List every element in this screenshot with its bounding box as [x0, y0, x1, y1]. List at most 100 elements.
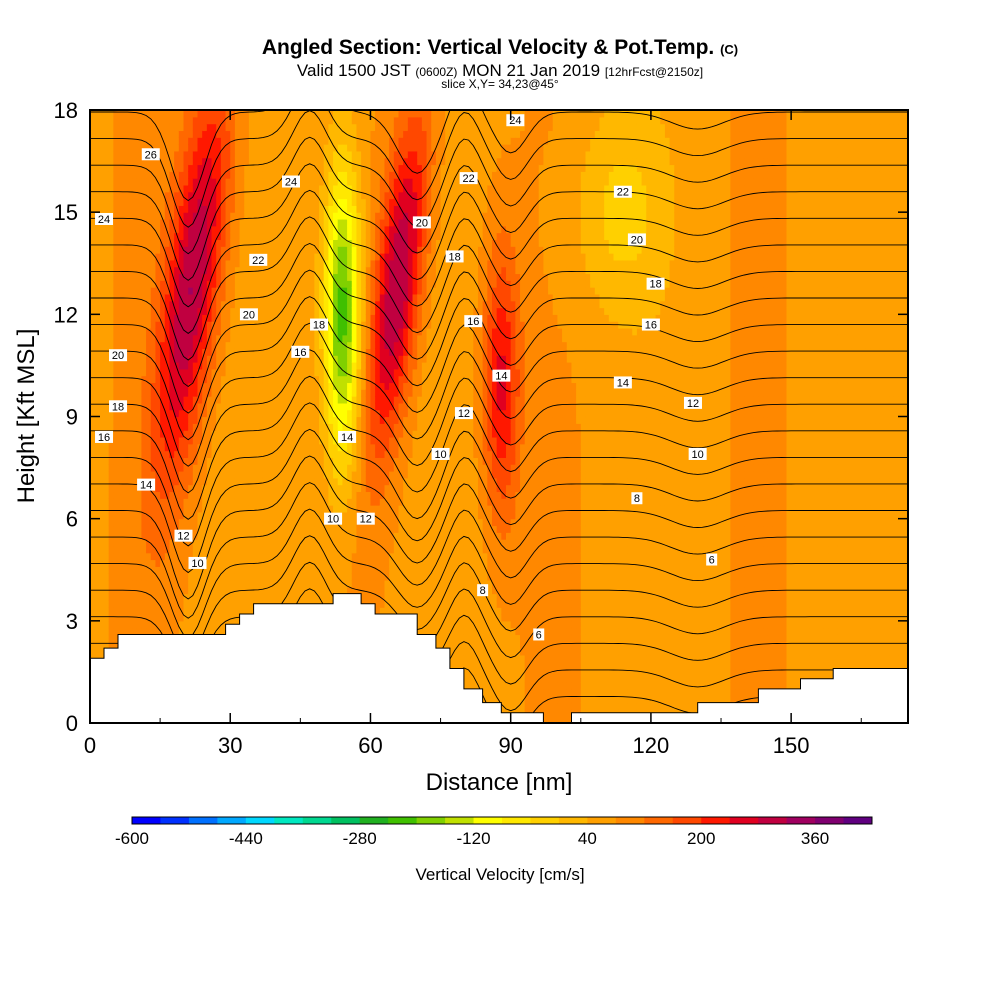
field-cell — [169, 239, 175, 247]
field-cell — [248, 464, 255, 472]
field-cell — [253, 505, 259, 513]
field-cell — [122, 293, 128, 302]
field-cell — [150, 205, 157, 213]
field-cell — [99, 648, 105, 656]
field-cell — [225, 178, 231, 186]
field-cell — [328, 368, 334, 377]
field-cell — [216, 191, 222, 200]
field-cell — [230, 123, 236, 132]
field-cell — [178, 355, 185, 363]
field-cell — [337, 259, 344, 268]
field-cell — [178, 212, 185, 220]
field-cell — [150, 423, 157, 431]
field-cell — [104, 423, 110, 431]
field-cell — [188, 110, 194, 118]
field-cell — [248, 198, 255, 206]
field-cell — [244, 539, 250, 547]
field-cell — [337, 123, 344, 132]
field-cell — [132, 423, 138, 431]
field-cell — [300, 150, 306, 159]
field-cell — [258, 273, 264, 281]
field-cell — [122, 457, 128, 465]
field-cell — [202, 389, 208, 397]
field-cell — [230, 450, 236, 458]
field-cell — [127, 348, 133, 356]
field-cell — [234, 389, 241, 397]
field-cell — [122, 620, 128, 629]
field-cell — [262, 545, 269, 554]
field-cell — [225, 157, 231, 166]
field-cell — [342, 423, 348, 431]
field-cell — [113, 123, 119, 132]
field-cell — [122, 164, 128, 172]
field-cell — [202, 116, 208, 125]
field-cell — [309, 566, 315, 574]
field-cell — [188, 552, 194, 561]
field-cell — [230, 116, 236, 125]
field-cell — [99, 464, 105, 472]
field-cell — [333, 137, 339, 145]
field-cell — [127, 559, 133, 567]
field-cell — [262, 144, 269, 152]
field-cell — [127, 307, 133, 315]
field-cell — [141, 470, 147, 479]
field-cell — [174, 253, 180, 261]
field-cell — [342, 225, 348, 234]
field-cell — [160, 457, 166, 465]
field-cell — [94, 648, 100, 656]
field-cell — [290, 116, 297, 125]
field-cell — [150, 218, 157, 227]
field-cell — [272, 164, 278, 172]
field-cell — [197, 123, 203, 132]
field-cell — [314, 586, 320, 595]
field-cell — [174, 382, 180, 390]
field-cell — [136, 184, 143, 193]
field-cell — [118, 436, 124, 445]
field-cell — [197, 627, 203, 636]
field-cell — [160, 477, 166, 486]
field-cell — [342, 253, 348, 261]
field-cell — [248, 552, 255, 561]
field-cell — [253, 443, 259, 452]
field-cell — [197, 314, 203, 322]
field-cell — [239, 246, 245, 254]
field-cell — [141, 191, 147, 200]
field-cell — [192, 355, 199, 363]
field-cell — [118, 259, 124, 268]
field-cell — [132, 579, 138, 588]
field-cell — [136, 198, 143, 206]
field-cell — [290, 232, 297, 241]
field-cell — [342, 457, 348, 465]
field-cell — [150, 355, 157, 363]
field-cell — [319, 218, 325, 227]
field-cell — [94, 225, 100, 234]
field-cell — [104, 416, 110, 424]
field-cell — [188, 620, 194, 629]
field-cell — [155, 116, 161, 125]
field-cell — [276, 545, 283, 554]
field-cell — [150, 498, 157, 506]
field-cell — [94, 300, 100, 309]
field-cell — [290, 198, 297, 206]
field-cell — [216, 239, 222, 247]
field-cell — [202, 600, 208, 608]
field-cell — [90, 470, 96, 479]
field-cell — [333, 232, 339, 241]
field-cell — [108, 450, 114, 458]
field-cell — [136, 593, 143, 601]
field-cell — [188, 205, 194, 213]
field-cell — [262, 225, 269, 234]
field-cell — [328, 396, 334, 404]
field-cell — [206, 178, 213, 186]
field-cell — [104, 198, 110, 206]
field-cell — [290, 212, 297, 220]
field-cell — [300, 382, 306, 390]
field-cell — [188, 273, 194, 281]
field-cell — [99, 641, 105, 649]
field-cell — [99, 627, 105, 636]
field-cell — [314, 164, 320, 172]
field-cell — [314, 157, 320, 166]
field-cell — [118, 532, 124, 540]
field-cell — [337, 409, 344, 418]
field-cell — [150, 144, 157, 152]
